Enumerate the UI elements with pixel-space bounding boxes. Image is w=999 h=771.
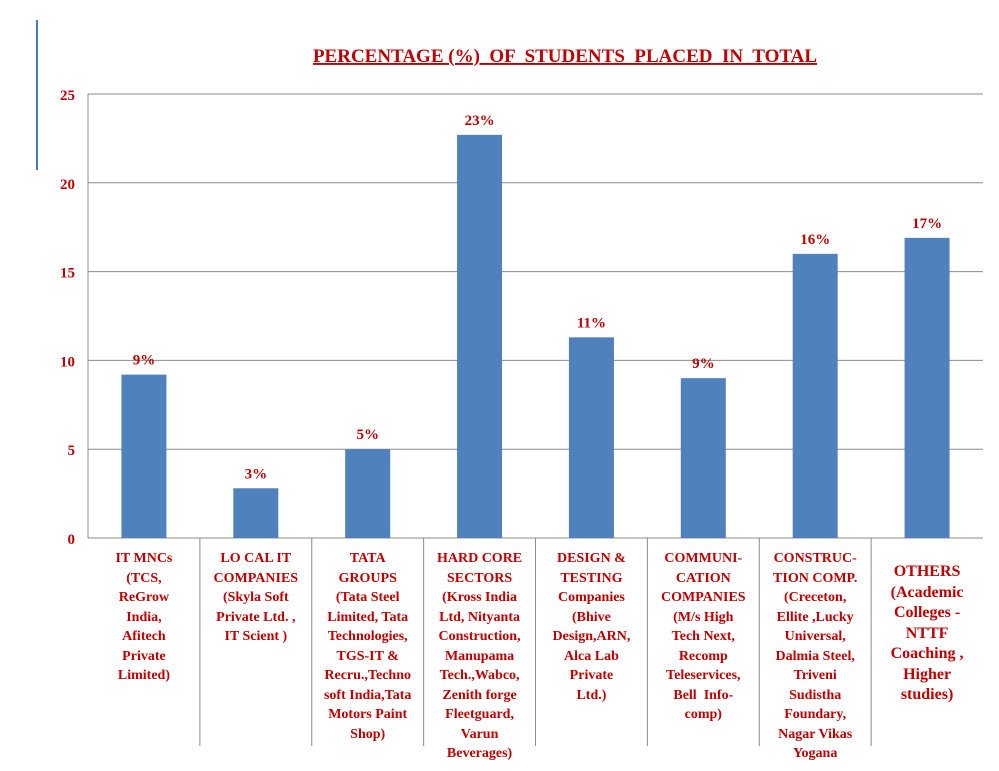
bar — [680, 378, 726, 538]
y-tick-label: 20 — [60, 177, 75, 193]
category-label: HARD CORE SECTORS (Kross India Ltd, Nity… — [436, 551, 523, 761]
bar — [121, 374, 167, 538]
gridlines — [87, 93, 983, 539]
category-label: OTHERS (Academic Colleges - NTTF Coachin… — [890, 563, 964, 703]
decorative-bar — [36, 20, 38, 170]
bar — [457, 134, 503, 538]
category-label: LO CAL IT COMPANIES (Skyla Soft Private … — [213, 551, 299, 644]
data-labels: 9% 3% 5% 23% 11% 9% 16% 17% — [133, 113, 942, 482]
y-tick-label: 10 — [60, 354, 75, 370]
data-label: 5% — [356, 427, 379, 443]
y-tick-label: 5 — [68, 443, 76, 459]
bar — [233, 488, 279, 538]
data-label: 3% — [245, 466, 268, 482]
y-tick-label: 0 — [68, 532, 76, 548]
category-label: IT MNCs (TCS, ReGrow India, Afitech Priv… — [115, 551, 173, 683]
data-label: 9% — [692, 356, 715, 372]
category-label: CONSTRUC- TION COMP. (Creceton, Ellite ,… — [773, 551, 858, 761]
data-label: 16% — [800, 232, 830, 248]
data-label: 9% — [133, 353, 156, 369]
bar — [792, 253, 838, 538]
bar — [568, 337, 614, 538]
y-axis-ticks: 0 5 10 15 20 25 — [60, 88, 75, 548]
y-tick-label: 15 — [60, 266, 75, 282]
chart-title: PERCENTAGE (%) OF STUDENTS PLACED IN TOT… — [313, 46, 817, 67]
bars — [121, 134, 950, 538]
y-tick-label: 25 — [60, 88, 75, 104]
category-label: DESIGN & TESTING Companies (Bhive Design… — [552, 551, 631, 703]
bar — [345, 449, 391, 538]
data-label: 11% — [577, 315, 606, 331]
data-label: 23% — [465, 113, 495, 129]
bar — [904, 237, 950, 538]
data-label: 17% — [912, 216, 942, 232]
category-dividers — [199, 538, 872, 746]
category-label: COMMUNI- CATION COMPANIES (M/s High Tech… — [661, 551, 746, 722]
category-label: TATA GROUPS (Tata Steel Limited, Tata Te… — [323, 551, 412, 742]
